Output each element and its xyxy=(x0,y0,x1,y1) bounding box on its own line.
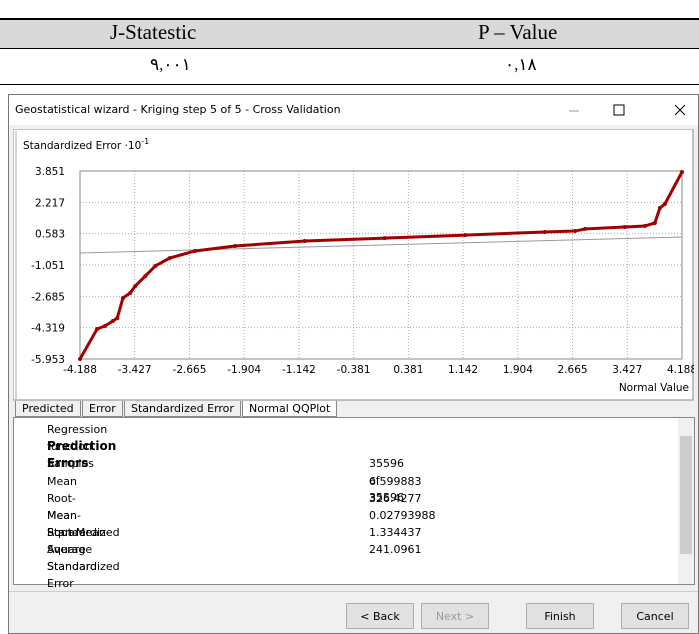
section-heading: Prediction Errors xyxy=(47,438,116,455)
button[interactable]: Next > xyxy=(421,603,489,629)
qq-point xyxy=(623,225,627,229)
x-tick-label: -3.427 xyxy=(118,364,152,376)
qq-point xyxy=(303,239,307,243)
qq-point xyxy=(133,284,137,288)
tab[interactable]: Normal QQPlot xyxy=(242,401,337,417)
value-cell: ۹,۰۰۱ xyxy=(150,55,191,75)
header-cell: P – Value xyxy=(478,20,557,45)
row-label: Regression function xyxy=(47,421,107,438)
y-tick-label: -5.953 xyxy=(31,354,65,366)
qq-point xyxy=(573,229,577,233)
x-tick-label: -1.904 xyxy=(227,364,261,376)
y-tick-label: 0.583 xyxy=(35,229,65,241)
button[interactable]: < Back xyxy=(346,603,414,629)
qq-point xyxy=(543,230,547,234)
tab[interactable]: Standardized Error xyxy=(124,401,241,417)
qq-point xyxy=(103,324,107,328)
y-tick-label: -2.685 xyxy=(31,291,65,303)
qq-plot: Standardized Error ·10-1 Normal Value 3.… xyxy=(13,129,694,401)
qq-point xyxy=(121,296,125,300)
header-cell: J-Statestic xyxy=(110,20,196,45)
row-label: Root-Mean-Square xyxy=(47,490,86,507)
dialog-title: Geostatistical wizard - Kriging step 5 o… xyxy=(15,103,341,116)
row-value: 6.599883 xyxy=(369,473,422,490)
scrollbar[interactable] xyxy=(678,418,694,584)
qq-point xyxy=(463,233,467,237)
row-label: Mean xyxy=(47,473,77,490)
x-tick-label: -4.188 xyxy=(63,364,97,376)
x-tick-label: -2.665 xyxy=(173,364,207,376)
qq-point xyxy=(143,274,147,278)
y-axis-title: Standardized Error ·10-1 xyxy=(23,137,149,152)
row-label: Samples xyxy=(47,455,94,472)
qq-point xyxy=(153,264,157,268)
row-label: Root-Mean-Square Standardized xyxy=(47,524,120,541)
row-value: 1.334437 xyxy=(369,524,422,541)
x-axis-title: Normal Value xyxy=(619,382,689,394)
row-value: 35596 of 35596 xyxy=(369,455,404,472)
row-value: 326.4277 xyxy=(369,490,422,507)
qq-point xyxy=(111,319,115,323)
button[interactable]: Cancel xyxy=(621,603,689,629)
qq-point xyxy=(78,357,82,361)
y-tick-label: -1.051 xyxy=(31,260,65,272)
y-tick-label: -4.319 xyxy=(31,323,65,335)
x-tick-label: -0.381 xyxy=(337,364,371,376)
value-cell: ۰,۱۸ xyxy=(505,55,537,75)
title-bar: Geostatistical wizard - Kriging step 5 o… xyxy=(9,95,698,125)
qq-point xyxy=(193,249,197,253)
row-label: Average Standard Error xyxy=(47,541,97,558)
x-tick-label: 1.142 xyxy=(448,364,478,376)
button[interactable]: Finish xyxy=(526,603,594,629)
y-tick-label: 2.217 xyxy=(35,197,65,209)
separator xyxy=(9,591,698,592)
close[interactable] xyxy=(675,105,685,115)
table-header xyxy=(0,18,699,49)
maximize[interactable] xyxy=(614,105,624,115)
qq-point xyxy=(653,221,657,225)
tab[interactable]: Error xyxy=(82,401,123,417)
window-controls[interactable] xyxy=(569,103,694,119)
x-tick-label: 1.904 xyxy=(503,364,533,376)
x-tick-label: 4.188 xyxy=(667,364,694,376)
qq-point xyxy=(128,291,132,295)
qq-point xyxy=(383,236,387,240)
qq-point xyxy=(233,244,237,248)
x-tick-label: 3.427 xyxy=(612,364,642,376)
stats-table: J-Statestic P – Value ۹,۰۰۱ ۰,۱۸ xyxy=(0,0,699,88)
dialog: Geostatistical wizard - Kriging step 5 o… xyxy=(8,94,699,634)
qq-point xyxy=(643,224,647,228)
qq-point xyxy=(168,256,172,260)
page: J-Statestic P – Value ۹,۰۰۱ ۰,۱۸ Geostat… xyxy=(0,0,699,633)
y-tick-label: 3.851 xyxy=(35,166,65,178)
qq-point xyxy=(680,170,684,174)
row-label: Mean Standardized xyxy=(47,507,120,524)
x-tick-label: -1.142 xyxy=(282,364,316,376)
row-value: 0.02793988 xyxy=(369,507,435,524)
qq-point xyxy=(95,327,99,331)
qq-point xyxy=(583,227,587,231)
tab[interactable]: Predicted xyxy=(15,401,81,417)
x-tick-label: 2.665 xyxy=(558,364,588,376)
x-tick-label: 0.381 xyxy=(393,364,423,376)
qq-point xyxy=(663,202,667,206)
qq-point xyxy=(115,316,119,320)
scroll-thumb[interactable] xyxy=(680,436,692,554)
table-rule xyxy=(0,84,699,85)
qq-point xyxy=(658,206,662,210)
row-value: 241.0961 xyxy=(369,541,422,558)
